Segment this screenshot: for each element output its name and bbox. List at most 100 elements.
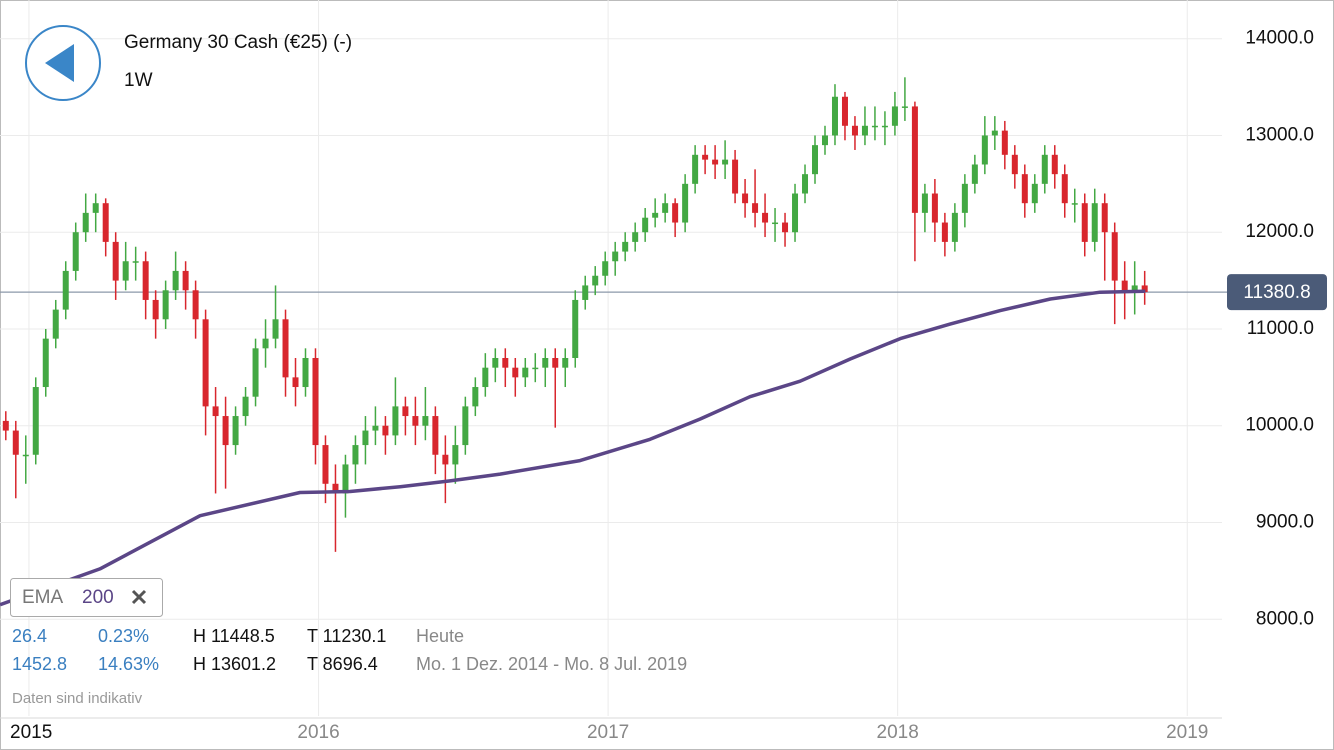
- candle-body: [212, 406, 219, 417]
- candle-body: [1041, 154, 1048, 184]
- candle-body: [482, 367, 489, 388]
- candle-body: [222, 416, 229, 446]
- stat-value: 14.63%: [98, 654, 159, 674]
- candle-body: [302, 358, 309, 388]
- candle-body: [332, 483, 339, 494]
- candle-body: [582, 285, 589, 300]
- candle-body: [712, 159, 719, 165]
- remove-icon[interactable]: [131, 589, 147, 605]
- candle-body: [442, 454, 449, 465]
- back-arrow[interactable]: [45, 44, 74, 82]
- candle-body: [1141, 285, 1148, 293]
- candle-body: [831, 96, 838, 136]
- candle-body: [1101, 203, 1108, 233]
- stat-value: T 8696.4: [307, 654, 378, 674]
- candle-body: [62, 270, 69, 310]
- y-tick-label: 14000.0: [1245, 28, 1314, 49]
- marks: [0, 77, 1148, 607]
- candle-body: [821, 135, 828, 146]
- stat-value: 0.23%: [98, 626, 149, 646]
- candle-body: [472, 387, 479, 407]
- candle-body: [272, 319, 279, 339]
- candle-body: [152, 299, 159, 320]
- candle-body: [802, 174, 809, 194]
- candle-body: [402, 406, 409, 417]
- indicator-box[interactable]: [10, 578, 163, 617]
- candle-body: [1031, 183, 1038, 204]
- y-tick-label: 9000.0: [1256, 512, 1314, 533]
- candle-body: [52, 309, 59, 339]
- candle-body: [372, 425, 379, 431]
- candle-body: [1081, 203, 1088, 242]
- candle-body: [612, 251, 619, 262]
- candle-body: [572, 299, 579, 358]
- stat-value: H 13601.2: [193, 654, 276, 674]
- candle-body: [931, 193, 938, 223]
- candle-body: [42, 338, 49, 388]
- instrument-title: Germany 30 Cash (€25) (-): [124, 32, 352, 53]
- candle-body: [921, 193, 928, 213]
- back-button[interactable]: [25, 25, 101, 101]
- candle-body: [672, 203, 679, 223]
- candle-body: [1061, 174, 1068, 204]
- candle-body: [102, 203, 109, 242]
- candle-body: [382, 425, 389, 436]
- candle-body: [122, 261, 129, 281]
- grid: [0, 0, 1228, 719]
- candle-body: [742, 193, 749, 204]
- candle-body: [901, 106, 908, 108]
- candle-body: [282, 319, 289, 378]
- candle-body: [452, 445, 459, 465]
- candle-body: [961, 183, 968, 213]
- candle-body: [82, 212, 89, 233]
- candle-body: [342, 464, 349, 494]
- candle-body: [462, 406, 469, 446]
- x-tick-label: 2015: [10, 722, 52, 743]
- stat-value: T 11230.1: [307, 626, 386, 646]
- candle-body: [861, 125, 868, 136]
- y-tick-label: 10000.0: [1245, 415, 1314, 436]
- candle-body: [981, 135, 988, 165]
- candle-body: [2, 420, 9, 431]
- candle-body: [911, 106, 918, 213]
- candle-body: [642, 217, 649, 233]
- candle-body: [492, 358, 499, 368]
- stats: 26.4 0.23% H 11448.5 T 11230.1 Heute 1452.8 14…: [12, 626, 687, 674]
- candle-body: [562, 358, 569, 368]
- candle-body: [1011, 154, 1018, 175]
- indicator-name: EMA: [22, 587, 64, 608]
- candle-body: [502, 358, 509, 368]
- candle-body: [622, 241, 629, 252]
- candle-body: [1071, 203, 1078, 205]
- candle-body: [652, 212, 659, 218]
- candle-body: [412, 416, 419, 426]
- candle-body: [172, 270, 179, 291]
- candle-body: [971, 164, 978, 184]
- candle-body: [592, 275, 599, 286]
- candle-body: [432, 416, 439, 455]
- candle-body: [752, 203, 759, 213]
- candle-body: [252, 348, 259, 397]
- candle-body: [782, 222, 789, 233]
- candle-body: [242, 396, 249, 417]
- candle-body: [182, 270, 189, 291]
- candle-body: [702, 154, 709, 160]
- candle-body: [1131, 285, 1138, 291]
- stat-value: Mo. 1 Dez. 2014 - Mo. 8 Jul. 2019: [416, 654, 687, 674]
- y-tick-label: 13000.0: [1245, 124, 1314, 145]
- candle-body: [262, 338, 269, 349]
- candle-body: [292, 377, 299, 388]
- candle-body: [92, 203, 99, 213]
- candle-body: [891, 106, 898, 126]
- stat-value: 1452.8: [12, 654, 67, 674]
- candle-body: [72, 232, 79, 271]
- x-tick-label: 2017: [587, 722, 629, 743]
- candle-body: [362, 430, 369, 446]
- y-tick-label: 8000.0: [1256, 608, 1314, 629]
- candle-body: [991, 130, 998, 136]
- indicator-legend[interactable]: EMA 200: [10, 578, 163, 617]
- candle-body: [112, 241, 119, 281]
- stat-value: Heute: [416, 626, 464, 646]
